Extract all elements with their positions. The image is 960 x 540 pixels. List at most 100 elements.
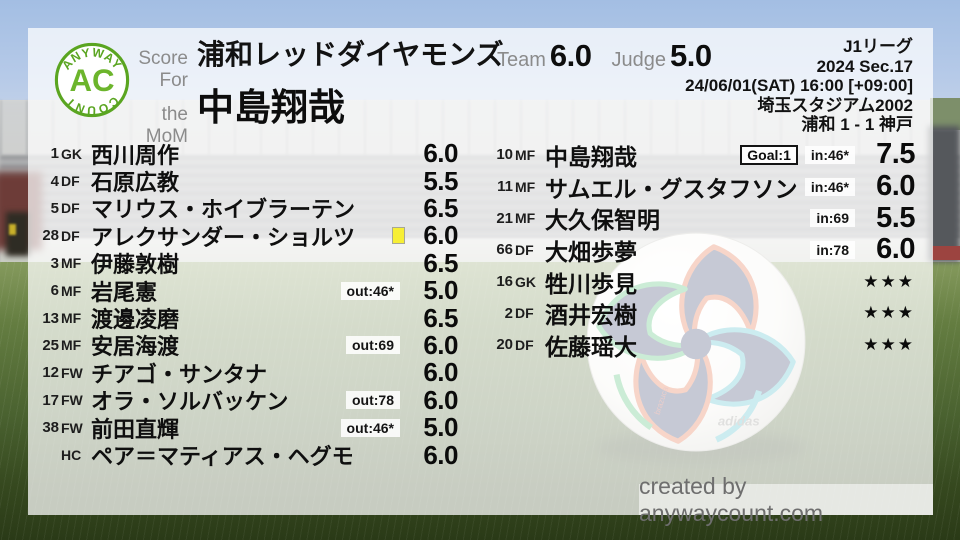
player-position: DF — [515, 305, 534, 322]
player-number: 4 — [50, 172, 59, 190]
season-section: 2024 Sec.17 — [816, 56, 913, 76]
player-name: 安居海渡 — [91, 334, 180, 360]
sub-in-badge: in:46* — [804, 177, 855, 196]
yellow-card-icon — [392, 227, 405, 245]
player-rating: 6.0 — [423, 439, 458, 470]
player-name: 中島翔哉 — [545, 143, 637, 170]
player-row: 16 GK 牲川歩見 ★★★ — [486, 266, 915, 298]
sub-in-badge: in:78 — [810, 240, 855, 259]
player-row: 17 FW オラ・ソルバッケン out:78 6.0 — [32, 384, 458, 415]
player-name: 大畑歩夢 — [545, 238, 637, 265]
anywaycount-logo: ANYWAY COUNT AC — [54, 42, 130, 118]
kickoff-datetime: 24/06/01(SAT) 16:00 [+09:00] — [685, 76, 913, 96]
player-rating: 6.0 — [876, 233, 915, 266]
player-name: アレクサンダー・ショルツ — [91, 224, 356, 250]
player-name: 佐藤瑶大 — [545, 333, 637, 360]
player-row: 66 DF 大畑歩夢 in:78 6.0 — [486, 233, 915, 266]
right-stand-blur — [928, 126, 960, 262]
player-position: MF — [61, 310, 82, 327]
credit-text: created by anywaycount.com — [639, 472, 824, 526]
bench-list: 10 MF 中島翔哉 Goal:1 in:46* 7.5 11 MF サムエル・… — [486, 138, 915, 361]
right-red-band-blur — [932, 246, 960, 260]
player-number: 17 — [42, 391, 59, 409]
player-number: 21 — [496, 209, 513, 227]
player-position: DF — [515, 336, 534, 353]
player-position: DF — [61, 200, 80, 217]
mom-label: the MoM — [145, 104, 188, 147]
score-panel-overlay — [28, 28, 933, 515]
player-rating: 6.5 — [423, 247, 458, 278]
venue: 埼玉スタジアム2002 — [757, 95, 913, 115]
player-rating: 5.0 — [423, 275, 458, 306]
stars-rating: ★★★ — [863, 334, 915, 354]
player-number: 5 — [50, 199, 59, 217]
goal-badge: Goal:1 — [740, 144, 798, 165]
player-row: 10 MF 中島翔哉 Goal:1 in:46* 7.5 — [486, 138, 915, 171]
player-name: 牲川歩見 — [545, 270, 637, 297]
player-position: FW — [61, 364, 83, 381]
score-summary: Team 6.0 Judge 5.0 — [497, 38, 712, 74]
player-number: 2 — [504, 304, 513, 322]
player-position: MF — [515, 210, 536, 227]
player-rating: 6.0 — [423, 384, 458, 415]
sub-in-badge: in:69 — [810, 209, 855, 228]
player-number: 38 — [42, 419, 59, 437]
player-row: 2 DF 酒井宏樹 ★★★ — [486, 297, 915, 329]
player-row: 25 MF 安居海渡 out:69 6.0 — [32, 329, 458, 360]
player-rating: 7.5 — [876, 138, 915, 171]
player-name: オラ・ソルバッケン — [91, 389, 289, 415]
player-position: MF — [515, 146, 536, 163]
logo-monogram: AC — [69, 63, 114, 98]
player-position: FW — [61, 419, 83, 436]
player-name: 西川周作 — [91, 142, 180, 168]
credit-box: created by anywaycount.com — [639, 473, 933, 526]
stars-rating: ★★★ — [863, 271, 915, 291]
starters-list: 1 GK 西川周作 6.0 4 DF 石原広教 5.5 5 DF マリウス・ホイ… — [32, 138, 459, 470]
player-number: 25 — [42, 336, 59, 354]
team-score-label: Team — [497, 49, 546, 71]
player-name: 酒井宏樹 — [545, 302, 637, 329]
player-row: 12 FW チアゴ・サンタナ 6.0 — [32, 357, 458, 387]
player-number: 16 — [496, 273, 513, 291]
player-number: 10 — [496, 146, 513, 164]
player-position: MF — [515, 178, 536, 195]
player-row: 38 FW 前田直輝 out:46* 5.0 — [32, 412, 458, 443]
player-row: 21 MF 大久保智明 in:69 5.5 — [486, 202, 915, 234]
player-rating: 6.0 — [423, 220, 458, 251]
player-row: 13 MF 渡邊凌磨 6.5 — [32, 303, 458, 333]
player-row: 4 DF 石原広教 5.5 — [32, 165, 459, 196]
judge-score-value: 5.0 — [670, 38, 712, 73]
player-number: 13 — [42, 309, 59, 327]
player-position: MF — [61, 255, 82, 272]
player-position: MF — [61, 282, 82, 299]
player-position: DF — [61, 227, 80, 244]
svg-text:COUNT: COUNT — [62, 94, 121, 118]
player-number: 20 — [496, 336, 513, 354]
player-number: 12 — [42, 364, 59, 382]
player-name: ペア＝マティアス・ヘグモ — [91, 444, 354, 469]
player-name: サムエル・グスタフソン — [545, 175, 798, 202]
player-name: チアゴ・サンタナ — [91, 361, 268, 387]
player-position: MF — [61, 337, 82, 354]
stars-rating: ★★★ — [863, 303, 915, 323]
player-position: GK — [515, 273, 536, 290]
player-rating: 5.5 — [423, 165, 458, 196]
player-name: 石原広教 — [91, 170, 180, 196]
league-name: J1リーグ — [843, 37, 913, 56]
player-rating: 6.0 — [423, 138, 458, 169]
sub-out-badge: out:46* — [340, 281, 400, 300]
player-name: 渡邊凌磨 — [91, 307, 180, 333]
player-row: 3 MF 伊藤敦樹 6.5 — [32, 247, 459, 278]
player-rating: 6.0 — [423, 329, 458, 360]
player-position: GK — [61, 145, 82, 162]
player-number: 11 — [497, 178, 513, 196]
player-name: 前田直輝 — [91, 416, 180, 442]
player-row: 5 DF マリウス・ホイブラーテン 6.5 — [32, 193, 459, 223]
player-rating: 5.0 — [423, 412, 458, 443]
match-info: J1リーグ 2024 Sec.17 24/06/01(SAT) 16:00 [+… — [685, 37, 913, 135]
player-number: 28 — [42, 227, 59, 245]
player-rating: 6.0 — [876, 170, 915, 203]
player-number: 66 — [496, 241, 513, 259]
player-number: 3 — [50, 254, 59, 272]
